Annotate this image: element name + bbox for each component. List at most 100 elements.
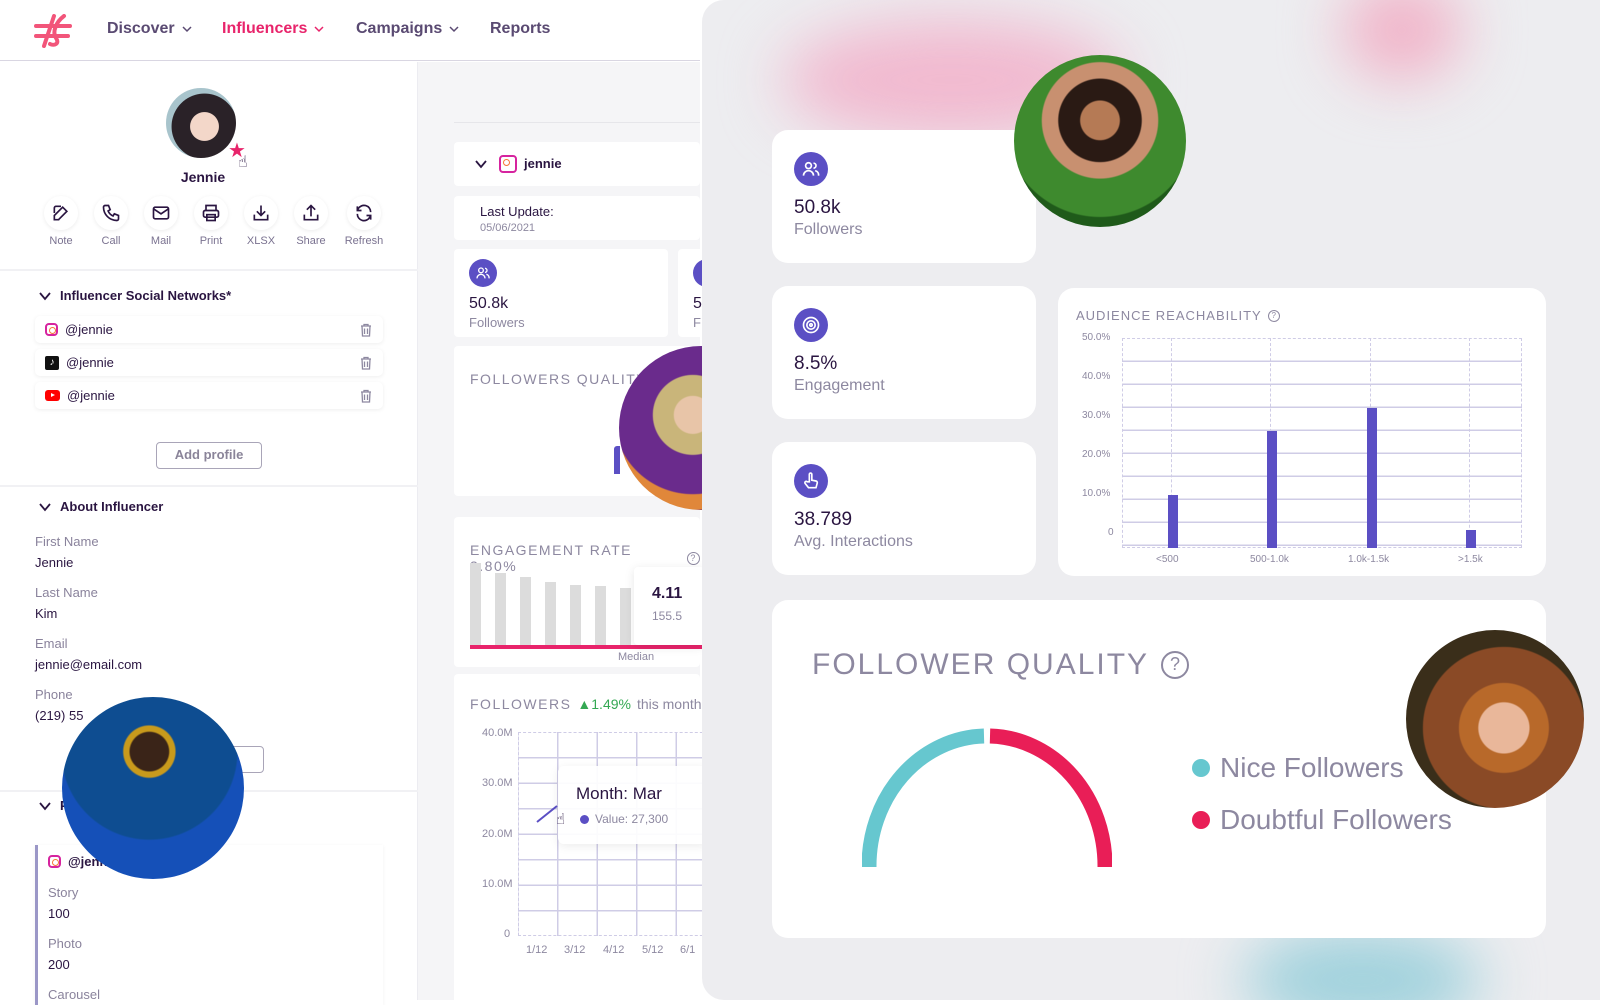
nav-reports[interactable]: Reports xyxy=(490,20,550,38)
logo-icon[interactable] xyxy=(34,14,74,48)
email-label: Email xyxy=(35,636,68,651)
nav-discover[interactable]: Discover xyxy=(107,20,193,38)
chart-legend: Nice Followers Doubtful Followers xyxy=(1192,752,1452,836)
influencer-photo xyxy=(62,697,244,879)
note-button[interactable]: Note xyxy=(36,196,86,247)
followers-chart-card: FOLLOWERS ▲1.49% this month 40.0M 30.0M … xyxy=(454,674,718,1004)
section-title: Influencer Social Networks* xyxy=(60,288,232,303)
avatar xyxy=(166,88,236,158)
instagram-icon xyxy=(48,855,61,868)
followers-label: Followers xyxy=(469,315,525,330)
social-networks-header[interactable]: Influencer Social Networks* xyxy=(38,288,231,303)
trash-icon[interactable] xyxy=(359,389,373,403)
nav-label: Influencers xyxy=(222,20,308,37)
tooltip-value: Value: 27,300 xyxy=(595,812,669,826)
help-icon[interactable]: ? xyxy=(687,551,700,565)
legend-label: Nice Followers xyxy=(1220,752,1404,783)
action-toolbar: Note Call Mail Print XLSX Share Refresh xyxy=(36,196,392,247)
action-label: Share xyxy=(296,235,326,247)
stat-value: 38.789 xyxy=(794,509,853,530)
action-label: Call xyxy=(101,235,121,247)
mail-button[interactable]: Mail xyxy=(136,196,186,247)
action-label: Print xyxy=(199,235,223,247)
bar[interactable] xyxy=(1267,431,1277,548)
call-button[interactable]: Call xyxy=(86,196,136,247)
trash-icon[interactable] xyxy=(359,356,373,370)
first-name-label: First Name xyxy=(35,534,99,549)
change-suffix: this month xyxy=(636,696,702,712)
instagram-icon xyxy=(499,155,517,173)
nav-campaigns[interactable]: Campaigns xyxy=(356,20,460,38)
email-value: jennie@email.com xyxy=(35,657,143,672)
xlsx-button[interactable]: XLSX xyxy=(236,196,286,247)
card-title: AUDIENCE REACHABILITY xyxy=(1076,308,1262,323)
hand-cursor-icon: ☝ xyxy=(238,154,248,171)
phone-icon xyxy=(102,204,120,222)
stat-label: F xyxy=(693,315,701,330)
mail-icon xyxy=(152,206,170,220)
bar[interactable] xyxy=(1466,530,1476,548)
x-tick: >1.5k xyxy=(1458,554,1483,565)
legend-label: Doubtful Followers xyxy=(1220,804,1452,835)
action-label: Mail xyxy=(150,235,172,247)
action-label: Note xyxy=(49,235,73,247)
chevron-down-icon xyxy=(39,801,51,810)
tooltip-sub: 155.5 xyxy=(652,609,683,623)
bar[interactable] xyxy=(1367,408,1377,548)
nav-label: Reports xyxy=(490,20,551,37)
divider xyxy=(0,485,418,487)
follower-quality-gauge xyxy=(862,728,1112,868)
followers-tooltip: Month: Mar Value: 27,300 xyxy=(558,766,708,844)
photo-label: Photo xyxy=(48,936,82,951)
audience-reachability-card: AUDIENCE REACHABILITY ? 50.0% 40.0% 30.0… xyxy=(1058,288,1546,576)
share-icon xyxy=(303,204,319,221)
tooltip-month: Month: Mar xyxy=(576,784,662,803)
social-handle: @jennie xyxy=(67,388,115,403)
print-button[interactable]: Print xyxy=(186,196,236,247)
users-icon xyxy=(794,152,828,186)
stat-label: Engagement xyxy=(794,377,885,394)
chevron-down-icon xyxy=(182,26,192,33)
engagement-tooltip: 4.11 155.5 xyxy=(634,567,704,645)
influencer-photo xyxy=(1406,630,1584,808)
action-label: XLSX xyxy=(246,235,276,247)
median-label: Median xyxy=(618,651,655,663)
chevron-down-icon xyxy=(475,160,487,169)
social-row-instagram[interactable]: @jennie xyxy=(35,316,383,343)
series-dot xyxy=(580,814,589,824)
chevron-down-icon xyxy=(314,26,324,33)
legend-dot xyxy=(1192,759,1210,777)
photo-value: 200 xyxy=(48,957,70,972)
social-row-youtube[interactable]: @jennie xyxy=(35,382,383,409)
follower-quality-card: FOLLOWER QUALITY ? Nice Followers Doubtf… xyxy=(772,600,1546,938)
share-button[interactable]: Share xyxy=(286,196,336,247)
help-icon[interactable]: ? xyxy=(1161,651,1190,679)
add-profile-button[interactable]: Add profile xyxy=(156,442,262,469)
nav-label: Discover xyxy=(107,20,175,37)
star-icon[interactable]: ★ xyxy=(228,140,246,162)
edit-icon xyxy=(53,205,69,221)
legend-doubtful-followers[interactable]: Doubtful Followers xyxy=(1192,804,1452,836)
youtube-icon xyxy=(45,390,60,401)
nav-influencers[interactable]: Influencers xyxy=(222,20,325,38)
background-blob xyxy=(1242,930,1482,1000)
help-icon[interactable]: ? xyxy=(1267,309,1280,322)
chevron-down-icon xyxy=(39,291,51,300)
social-row-tiktok[interactable]: ♪ @jennie xyxy=(35,349,383,376)
card-title: ENGAGEMENT RATE 3.80% xyxy=(470,542,633,574)
influencer-photo xyxy=(1014,55,1186,227)
gauge-arc xyxy=(614,446,620,474)
carousel-label: Carousel xyxy=(48,987,101,1002)
pricing-card: @jenn Story 100 Photo 200 Carousel xyxy=(35,845,383,1005)
tooltip-value: 4.11 xyxy=(652,585,683,602)
instagram-icon xyxy=(45,323,58,336)
about-influencer-header[interactable]: About Influencer xyxy=(38,499,163,514)
trash-icon[interactable] xyxy=(359,323,373,337)
background-blob xyxy=(1342,0,1462,80)
legend-nice-followers[interactable]: Nice Followers xyxy=(1192,752,1452,784)
legend-dot xyxy=(1192,811,1210,829)
refresh-button[interactable]: Refresh xyxy=(336,196,392,247)
bar[interactable] xyxy=(1168,495,1178,548)
account-selector[interactable]: jennie xyxy=(454,142,700,186)
engagement-rate-card: ENGAGEMENT RATE 3.80% ? 4.11 155.5 Media… xyxy=(454,517,710,667)
